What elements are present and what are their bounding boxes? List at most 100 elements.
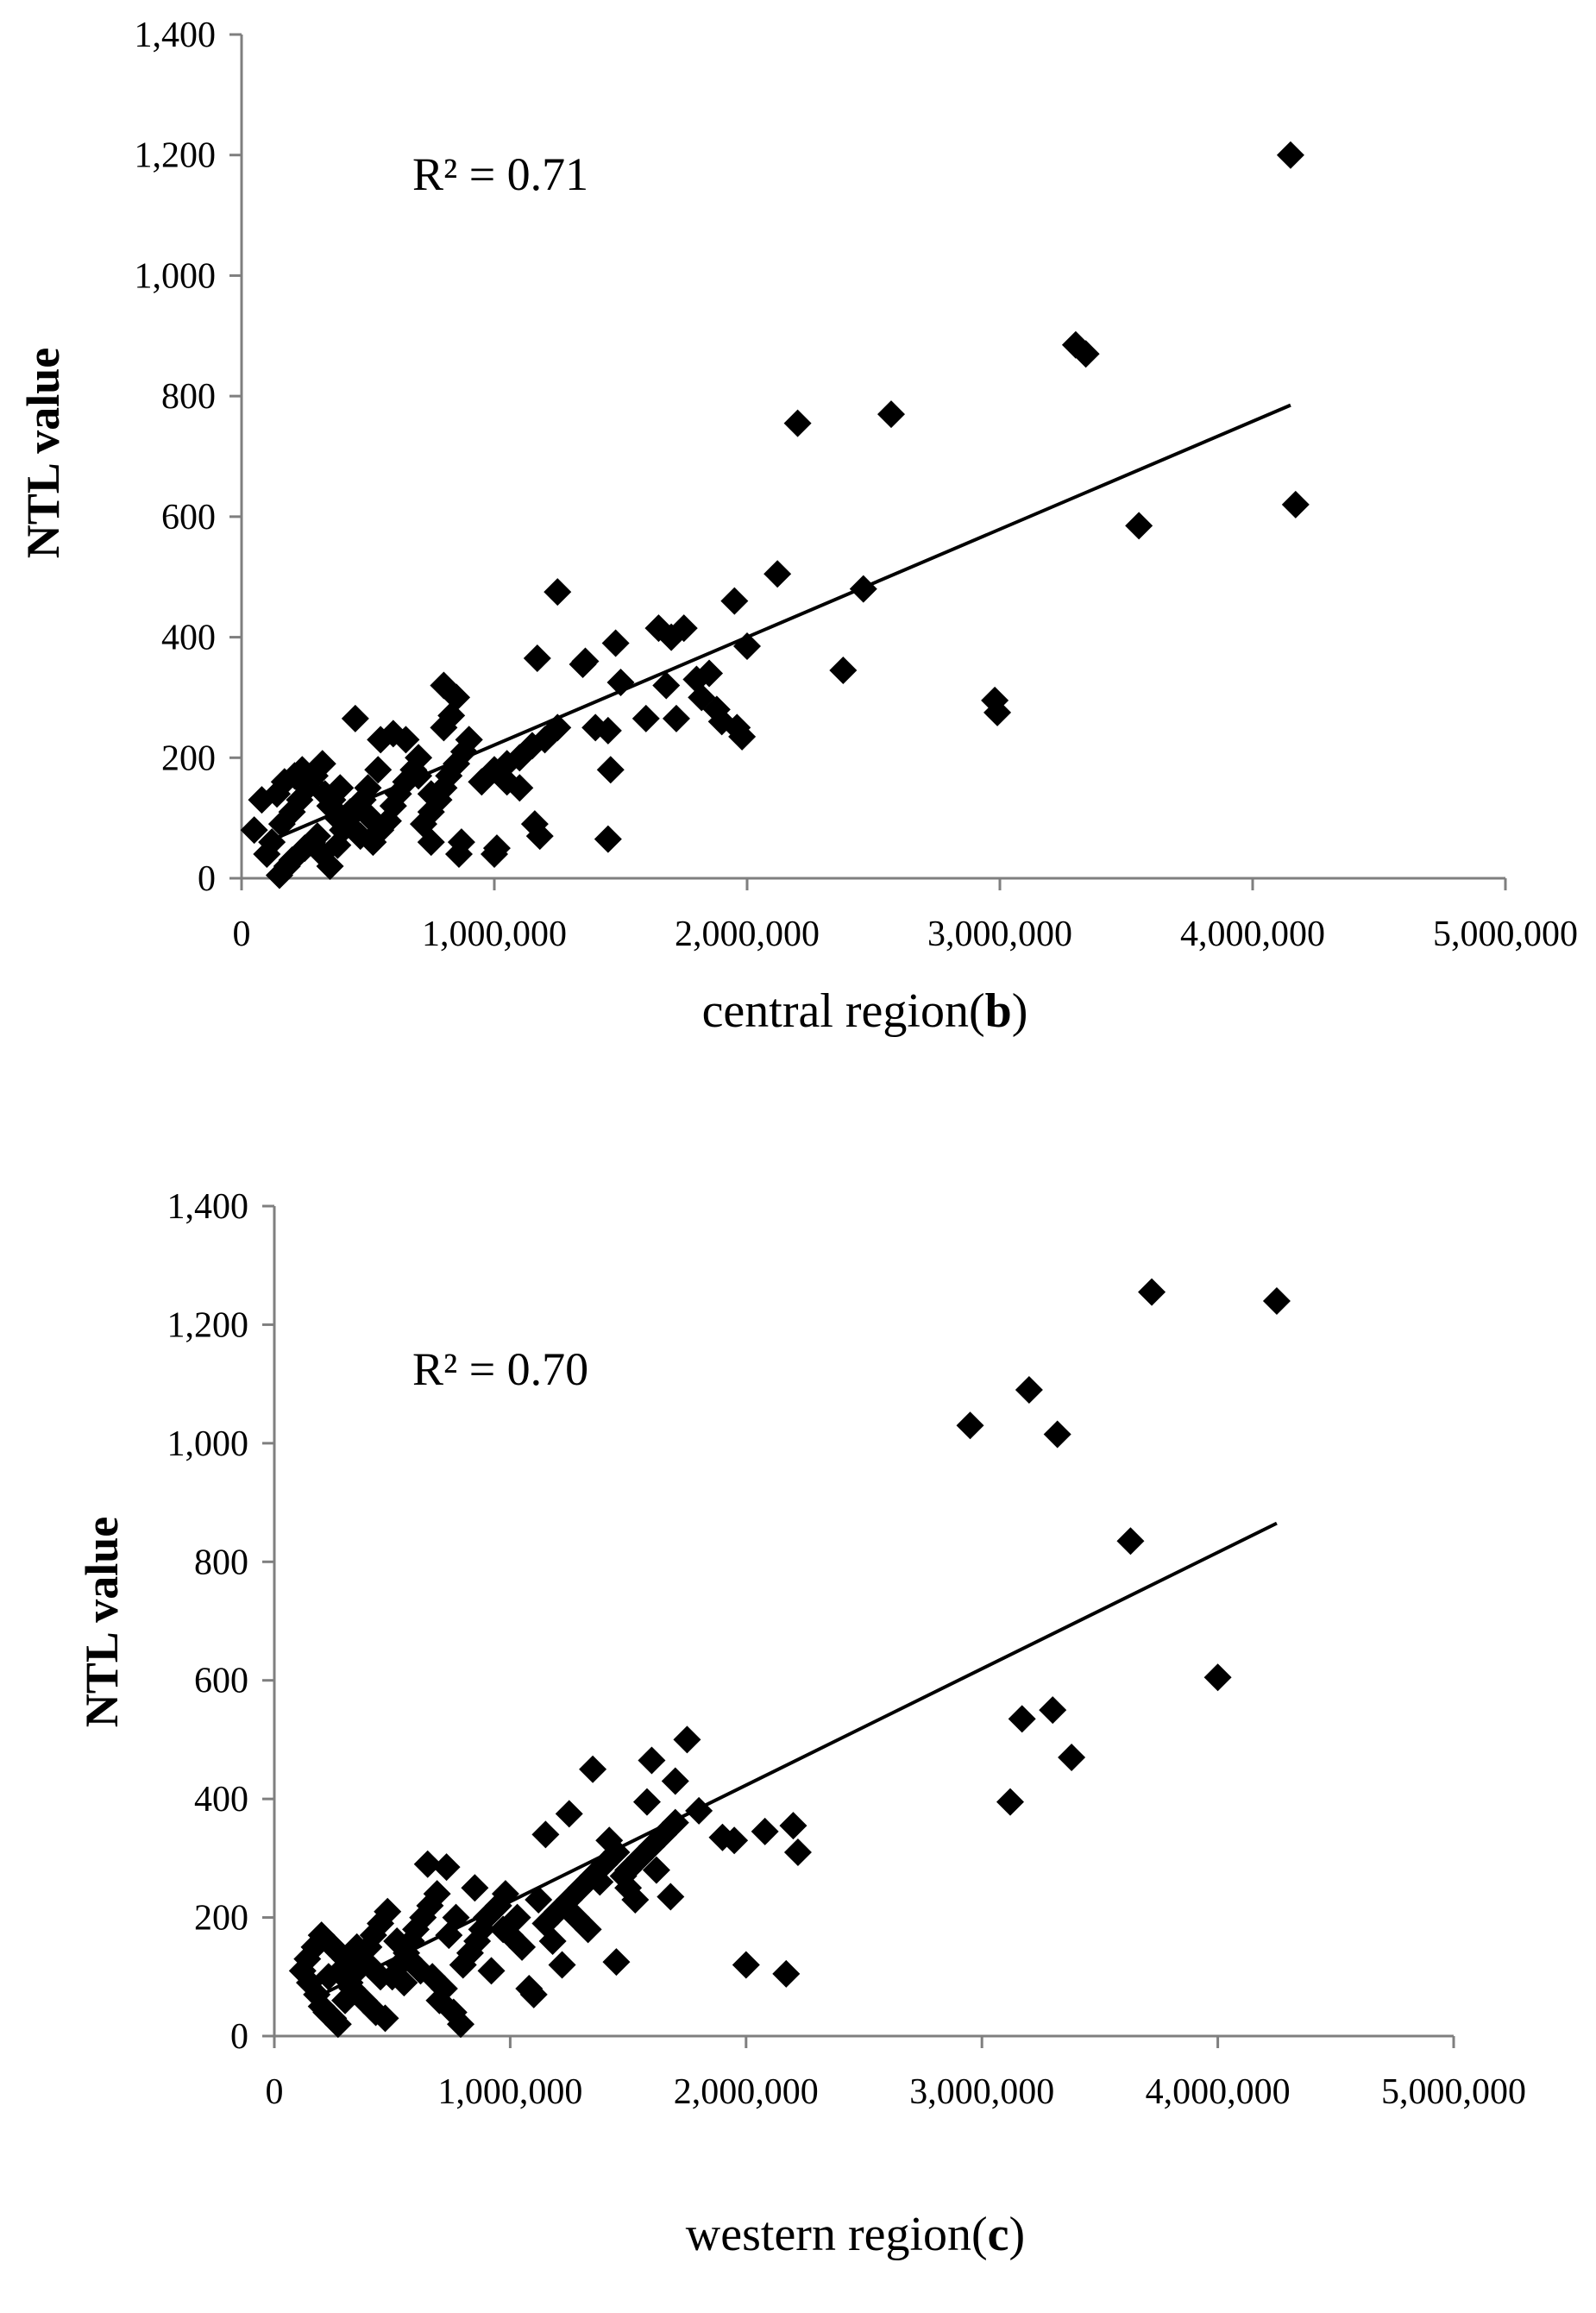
scatter-panel-western: 0 200 400 600 800 1,000 1,200 1,400 0 1,000,000 2… <box>76 1187 1526 2261</box>
data-point <box>430 1975 458 2003</box>
data-point <box>531 1820 560 1849</box>
data-point <box>544 713 572 742</box>
y-tick-label: 0 <box>198 859 216 899</box>
data-point <box>728 722 757 751</box>
data-point <box>596 756 625 784</box>
axes <box>262 1204 1455 2048</box>
data-point <box>1058 1744 1086 1772</box>
x-tick-label: 1,000,000 <box>422 915 567 954</box>
data-point <box>779 1812 807 1840</box>
data-point <box>442 1903 470 1932</box>
data-point <box>695 659 724 688</box>
x-tick-label: 3,000,000 <box>927 915 1072 954</box>
r-squared-annotation: R² = 0.71 <box>412 148 588 200</box>
data-point <box>652 671 681 700</box>
data-point <box>432 1853 461 1882</box>
data-point <box>662 704 690 732</box>
data-point <box>1203 1663 1232 1692</box>
data-point <box>324 2010 352 2039</box>
data-point <box>341 704 369 732</box>
data-point <box>1116 1527 1145 1556</box>
x-tick-label: 5,000,000 <box>1381 2072 1526 2112</box>
data-point <box>336 798 364 827</box>
trendline <box>266 403 1291 844</box>
data-point <box>1008 1705 1036 1733</box>
data-point <box>996 1788 1025 1816</box>
data-point <box>956 1411 984 1440</box>
data-point <box>326 774 355 802</box>
y-tick-labels: 0 200 400 600 800 1,000 1,200 1,400 <box>135 16 217 899</box>
data-point <box>571 647 600 676</box>
data-point <box>390 1969 418 1997</box>
data-point <box>374 1897 402 1926</box>
y-tick-label: 400 <box>161 619 216 658</box>
data-point <box>632 1788 661 1816</box>
data-point <box>525 822 554 851</box>
data-point <box>574 1915 602 1944</box>
x-tick-label: 3,000,000 <box>909 2072 1054 2112</box>
data-point <box>669 614 698 643</box>
y-tick-label: 1,200 <box>167 1305 249 1345</box>
data-point <box>506 774 534 802</box>
data-point <box>631 704 660 732</box>
data-point <box>606 668 635 696</box>
data-point <box>849 575 877 603</box>
data-point <box>447 828 475 857</box>
data-point <box>673 1725 701 1754</box>
data-point <box>594 825 622 853</box>
data-point <box>751 1817 779 1845</box>
r-squared-annotation: R² = 0.70 <box>412 1343 588 1395</box>
scatter-panel-central: 0 200 400 600 800 1,000 1,200 1,400 0 1,000,000 2… <box>17 16 1578 1038</box>
y-tick-labels: 0 200 400 600 800 1,000 1,200 1,400 <box>167 1187 249 2057</box>
y-tick-label: 800 <box>161 377 216 417</box>
data-point <box>783 1838 812 1866</box>
y-tick-label: 400 <box>194 1780 248 1820</box>
data-point <box>685 1796 713 1825</box>
data-point <box>405 762 433 790</box>
y-tick-label: 1,400 <box>135 16 217 55</box>
y-tick-label: 1,200 <box>135 136 217 176</box>
data-point <box>326 1957 355 1985</box>
data-point <box>829 656 858 684</box>
data-point <box>544 578 572 607</box>
data-point <box>491 1880 519 1908</box>
data-point <box>661 1808 689 1837</box>
data-point <box>364 756 393 784</box>
y-tick-label: 800 <box>194 1543 248 1582</box>
data-point <box>609 1862 638 1890</box>
data-point <box>657 1882 685 1911</box>
x-tick-label: 4,000,000 <box>1180 915 1325 954</box>
x-axis-label: central region(b) <box>702 984 1028 1038</box>
data-point <box>1071 340 1100 368</box>
data-point <box>383 1927 412 1956</box>
data-point <box>503 1903 531 1932</box>
trendline <box>309 1521 1278 2002</box>
x-axis-label: western region(c) <box>686 2208 1025 2261</box>
x-tick-label: 4,000,000 <box>1146 2072 1291 2112</box>
data-point <box>413 1850 442 1878</box>
data-point <box>720 1826 749 1855</box>
data-point <box>601 629 630 657</box>
data-point <box>983 698 1012 726</box>
data-point <box>461 1874 489 1902</box>
x-tick-label: 0 <box>233 915 251 954</box>
data-point <box>538 1927 567 1956</box>
y-tick-label: 1,400 <box>167 1187 249 1227</box>
y-tick-label: 0 <box>230 2017 248 2057</box>
y-tick-label: 600 <box>194 1662 248 1701</box>
data-point <box>1276 141 1304 169</box>
data-point <box>1281 490 1310 519</box>
data-point <box>621 1885 650 1914</box>
data-point <box>579 1755 607 1783</box>
data-point <box>594 716 622 745</box>
y-tick-label: 200 <box>161 739 216 778</box>
data-point <box>783 409 812 437</box>
data-point <box>346 822 374 851</box>
data-point <box>638 1746 666 1775</box>
data-point <box>877 400 906 429</box>
data-point <box>308 750 336 778</box>
data-point <box>240 816 268 845</box>
data-point <box>300 1933 329 1961</box>
data-point <box>482 834 511 863</box>
